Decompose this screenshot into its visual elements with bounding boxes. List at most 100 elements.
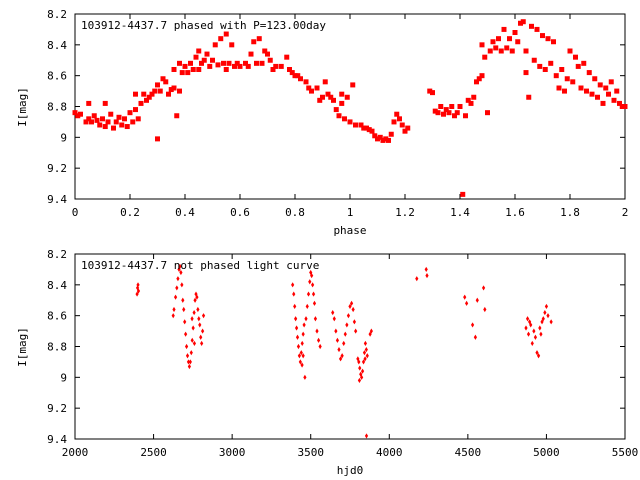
data-point xyxy=(138,100,144,106)
data-point xyxy=(157,88,163,94)
data-point xyxy=(364,125,369,131)
data-point xyxy=(622,104,628,109)
data-point xyxy=(78,111,83,117)
data-point xyxy=(193,54,199,60)
data-point xyxy=(457,104,463,109)
data-point xyxy=(349,300,354,306)
data-point xyxy=(535,350,539,356)
data-point xyxy=(122,116,127,122)
data-point xyxy=(353,122,358,128)
data-point xyxy=(526,331,531,337)
data-point xyxy=(210,57,215,63)
data-point xyxy=(358,365,362,371)
y-tick-label: 8.2 xyxy=(47,248,67,261)
data-point xyxy=(294,316,298,322)
data-point xyxy=(470,322,475,328)
data-point xyxy=(553,73,559,79)
data-point xyxy=(363,356,367,362)
data-point xyxy=(199,60,204,66)
data-point xyxy=(248,51,254,57)
data-point xyxy=(232,63,237,69)
data-point xyxy=(149,91,155,97)
x-tick-label: 3500 xyxy=(297,446,324,459)
data-point xyxy=(188,60,193,66)
data-point xyxy=(354,328,358,334)
data-point xyxy=(342,116,347,122)
data-point xyxy=(578,85,584,91)
data-point xyxy=(262,48,268,54)
x-tick-label: 1.6 xyxy=(505,206,525,219)
data-point xyxy=(318,343,322,350)
data-point xyxy=(89,119,94,125)
data-point xyxy=(136,288,141,294)
data-point xyxy=(303,79,309,85)
data-point xyxy=(295,334,300,340)
data-point xyxy=(171,313,175,319)
data-point xyxy=(295,73,301,79)
data-point xyxy=(529,23,534,29)
data-point xyxy=(346,313,351,319)
data-point xyxy=(509,48,515,54)
data-point xyxy=(352,319,356,325)
data-point xyxy=(298,76,303,82)
y-tick-label: 8.6 xyxy=(47,310,67,323)
data-point xyxy=(415,276,419,282)
data-point xyxy=(296,343,301,350)
data-point xyxy=(446,110,452,116)
data-point xyxy=(200,340,204,347)
x-ticks-unphased: 2000 2500 3000 3500 4000 4500 5000 5500 xyxy=(62,254,639,459)
data-point xyxy=(102,100,108,106)
data-point xyxy=(498,48,504,54)
data-point xyxy=(304,316,308,322)
data-point xyxy=(215,62,221,68)
data-point xyxy=(454,110,460,116)
data-point xyxy=(308,279,312,285)
x-tick-label: 5500 xyxy=(612,446,639,459)
data-point xyxy=(91,113,97,119)
data-point xyxy=(182,63,188,69)
data-point xyxy=(528,319,532,325)
data-point xyxy=(540,33,545,39)
data-point xyxy=(305,303,309,310)
data-point xyxy=(190,67,196,72)
data-point xyxy=(537,63,543,69)
data-point xyxy=(256,36,262,42)
data-point xyxy=(111,125,116,131)
data-point xyxy=(452,113,457,119)
data-point xyxy=(438,104,444,109)
data-point xyxy=(529,322,533,328)
data-point xyxy=(135,116,141,122)
data-point xyxy=(383,136,389,142)
data-point xyxy=(391,119,397,125)
data-point xyxy=(172,306,176,313)
data-point xyxy=(199,334,203,340)
data-point xyxy=(520,19,526,25)
data-point xyxy=(195,294,199,300)
data-point xyxy=(133,91,138,97)
chart-title-unphased: 103912-4437.7 not phased light curve xyxy=(81,259,319,272)
data-point xyxy=(551,39,556,45)
data-point xyxy=(331,309,335,316)
data-point xyxy=(144,97,149,103)
data-point xyxy=(548,60,554,66)
data-point xyxy=(100,116,105,122)
data-point xyxy=(543,309,547,316)
data-point xyxy=(171,67,177,72)
data-point xyxy=(223,67,229,72)
y-ticks-phased: 8.2 8.4 8.6 8.8 9 9.2 9.4 xyxy=(47,8,625,206)
data-point xyxy=(259,60,265,66)
data-point xyxy=(173,294,178,300)
data-point xyxy=(192,340,197,347)
data-point xyxy=(542,67,548,72)
data-point xyxy=(336,113,342,119)
data-point xyxy=(306,291,311,297)
data-point xyxy=(584,88,589,94)
data-point xyxy=(182,306,186,313)
data-point xyxy=(175,285,179,291)
y-tick-label: 8.2 xyxy=(47,8,67,21)
phased-light-curve-panel: 0 0.2 0.4 0.6 0.8 1 1.2 1.4 1.6 1.8 2 8.2 8.4 8.6 8.8… xyxy=(16,8,628,237)
data-point xyxy=(322,79,328,85)
data-point xyxy=(545,36,551,42)
data-point xyxy=(474,79,479,85)
data-point xyxy=(534,26,540,32)
